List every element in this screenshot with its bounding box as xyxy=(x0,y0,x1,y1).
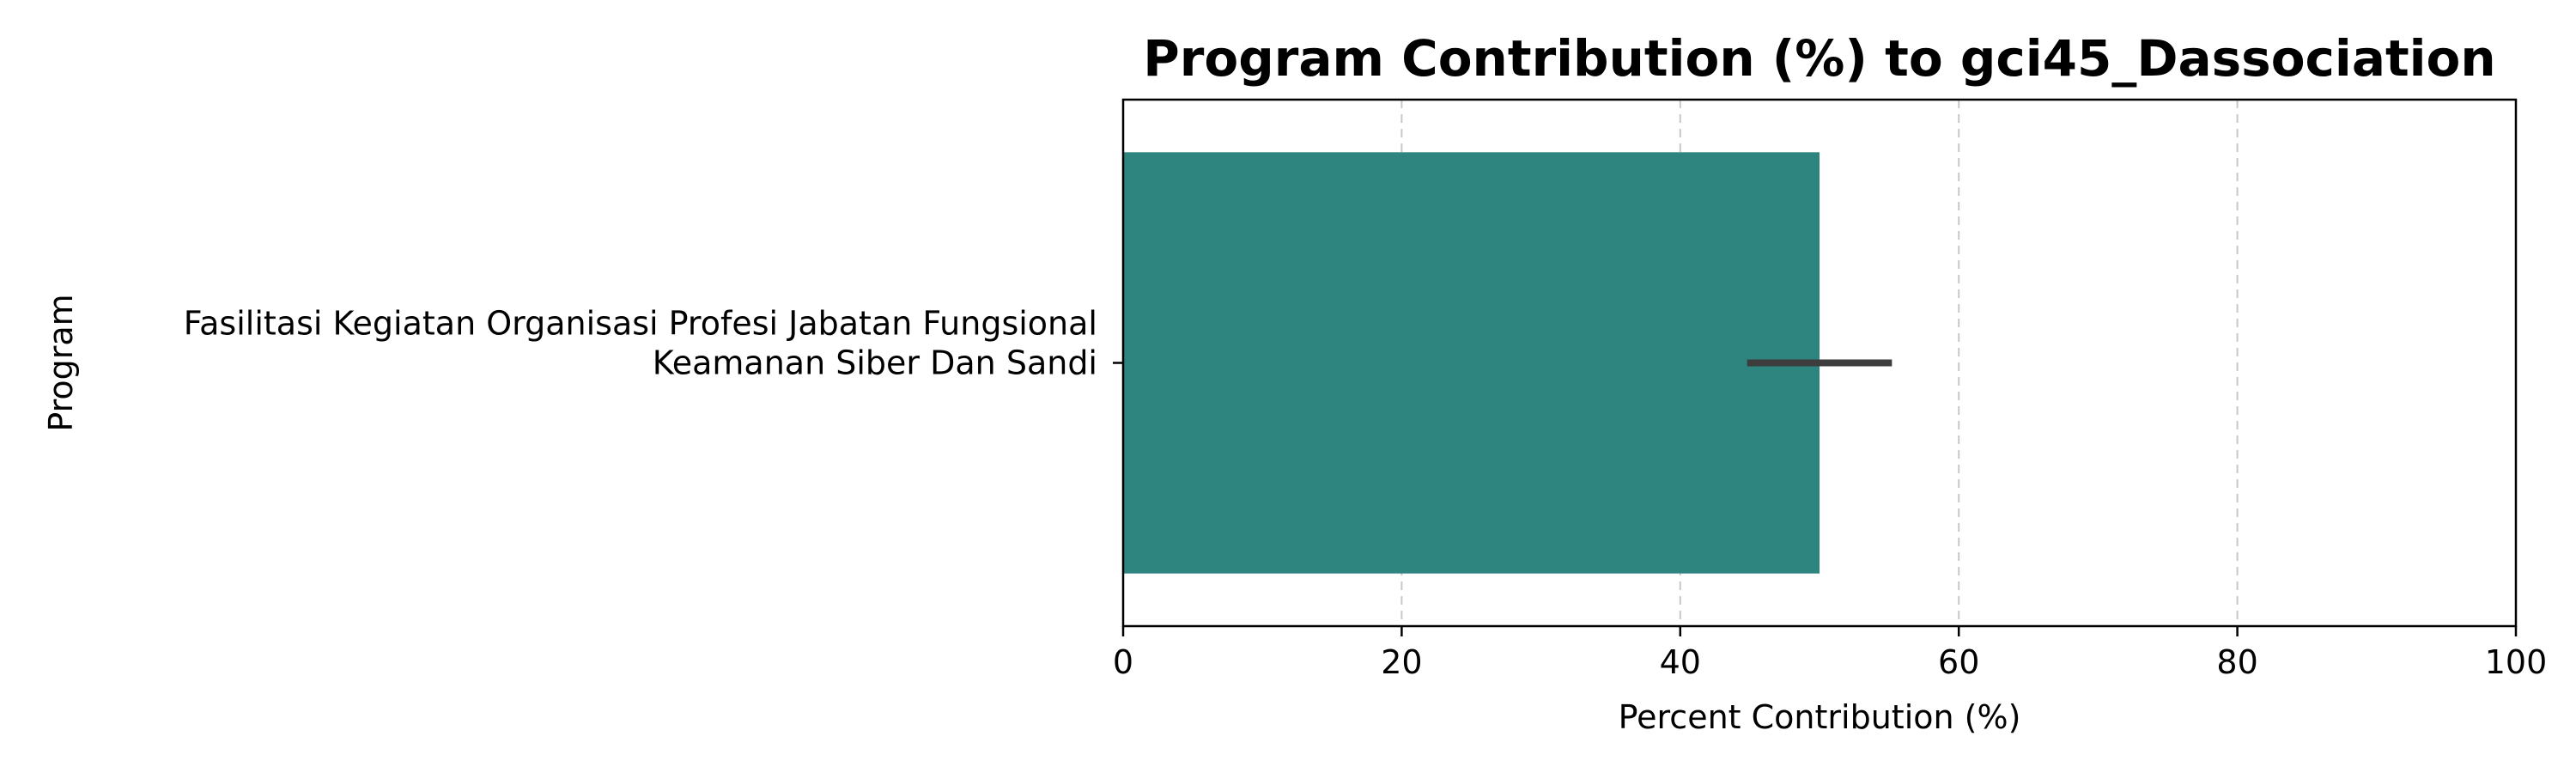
y-axis-ticks: Fasilitasi Kegiatan Organisasi Profesi J… xyxy=(184,305,1123,382)
chart-title: Program Contribution (%) to gci45_Dassoc… xyxy=(1143,29,2495,88)
y-axis-label: Program xyxy=(42,294,80,431)
x-tick-label: 100 xyxy=(2485,643,2548,681)
x-tick-label: 40 xyxy=(1660,643,1701,681)
x-tick-label: 0 xyxy=(1113,643,1133,681)
x-tick-label: 60 xyxy=(1938,643,1979,681)
x-axis-label: Percent Contribution (%) xyxy=(1619,698,2021,736)
x-tick-label: 20 xyxy=(1381,643,1422,681)
bar xyxy=(1123,152,1820,574)
bar-series xyxy=(1123,152,1820,574)
y-category-label: Fasilitasi Kegiatan Organisasi Profesi J… xyxy=(184,305,1097,343)
x-axis-ticks: 0 20 40 60 80 100 xyxy=(1113,626,2547,681)
x-tick-label: 80 xyxy=(2216,643,2257,681)
y-category-label: Keamanan Siber Dan Sandi xyxy=(653,344,1097,382)
